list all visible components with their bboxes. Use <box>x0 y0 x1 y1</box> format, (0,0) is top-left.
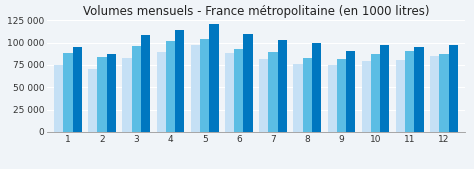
Bar <box>380 45 390 132</box>
Bar <box>122 58 132 132</box>
Bar <box>430 56 439 132</box>
Bar <box>448 45 458 132</box>
Bar <box>414 47 424 132</box>
Bar <box>191 45 200 132</box>
Bar <box>268 52 278 132</box>
Bar <box>73 47 82 132</box>
Bar <box>225 53 234 132</box>
Bar <box>346 51 356 132</box>
Bar <box>244 34 253 132</box>
Bar <box>337 59 346 132</box>
Bar <box>259 59 268 132</box>
Bar <box>54 65 64 132</box>
Bar <box>302 58 312 132</box>
Bar <box>439 54 448 132</box>
Bar <box>107 54 116 132</box>
Bar <box>132 46 141 132</box>
Bar <box>210 24 219 132</box>
Bar <box>200 39 210 132</box>
Bar <box>141 35 150 132</box>
Bar <box>362 61 371 132</box>
Bar <box>88 69 98 132</box>
Bar <box>166 41 175 132</box>
Bar <box>405 51 414 132</box>
Bar <box>64 53 73 132</box>
Bar <box>98 57 107 132</box>
Bar <box>293 64 302 132</box>
Bar <box>234 49 244 132</box>
Bar <box>156 52 166 132</box>
Bar <box>312 43 321 132</box>
Bar <box>371 54 380 132</box>
Bar <box>278 40 287 132</box>
Title: Volumes mensuels - France métropolitaine (en 1000 litres): Volumes mensuels - France métropolitaine… <box>82 5 429 18</box>
Bar <box>328 65 337 132</box>
Bar <box>396 61 405 132</box>
Bar <box>175 30 184 132</box>
